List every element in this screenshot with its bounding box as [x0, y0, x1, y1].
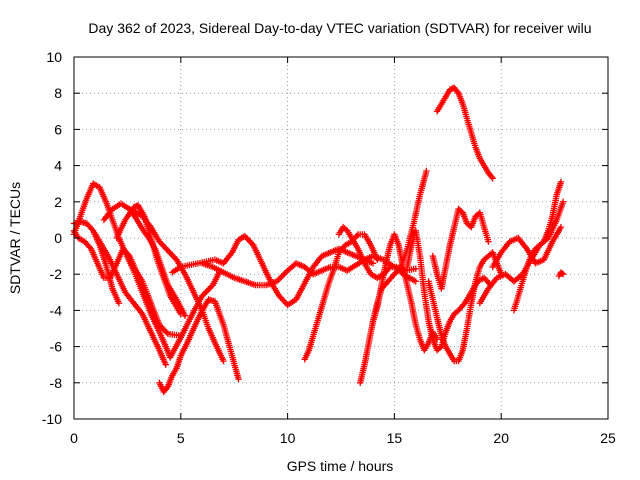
data-point — [162, 361, 169, 368]
data-point — [488, 173, 495, 181]
data-series-15 — [369, 231, 441, 354]
data-series-9 — [156, 296, 242, 396]
data-series-23 — [555, 269, 567, 280]
data-point — [369, 260, 377, 267]
data-point — [374, 256, 381, 263]
y-tick-label: -6 — [50, 339, 63, 355]
data-point — [558, 270, 566, 277]
y-tick-label: -10 — [42, 411, 62, 427]
chart-title: Day 362 of 2023, Sidereal Day-to-day VTE… — [88, 20, 591, 36]
y-tick-label: 10 — [46, 49, 62, 65]
data-point — [412, 278, 419, 285]
data-point — [177, 332, 184, 339]
y-tick-label: 4 — [54, 158, 62, 174]
data-point — [460, 301, 467, 308]
data-series-16 — [404, 227, 494, 354]
data-point — [243, 234, 250, 241]
axis-ticks — [73, 56, 609, 420]
data-point — [489, 175, 496, 182]
y-tick-labels: -10 -8 -6 -4 -2 0 2 4 6 8 10 — [42, 49, 62, 427]
x-tick-labels: 0 5 10 15 20 25 — [70, 430, 616, 446]
data-point — [412, 265, 419, 272]
data-point — [557, 223, 565, 231]
data-point — [235, 376, 242, 383]
data-point — [485, 238, 492, 245]
data-point — [385, 265, 392, 272]
data-point — [423, 167, 430, 175]
data-point — [559, 271, 567, 278]
data-point — [353, 232, 360, 239]
y-tick-label: 8 — [54, 85, 62, 101]
data-series-18 — [433, 84, 496, 182]
data-point — [559, 198, 567, 205]
x-tick-label: 5 — [177, 430, 185, 446]
data-point — [436, 344, 444, 351]
y-tick-label: -2 — [50, 266, 63, 282]
data-point — [115, 300, 123, 307]
data-series-5 — [70, 227, 184, 339]
data-point — [177, 310, 184, 318]
data-series-7 — [113, 202, 184, 318]
data-series-22 — [510, 178, 565, 314]
data-series-21 — [489, 223, 565, 271]
x-tick-label: 25 — [600, 430, 616, 446]
x-tick-label: 15 — [387, 430, 403, 446]
data-series-19 — [429, 205, 492, 292]
y-axis-label: SDTVAR / TECUs — [7, 182, 23, 294]
y-tick-label: 0 — [54, 230, 62, 246]
y-tick-label: 2 — [54, 194, 62, 210]
y-tick-label: -8 — [50, 375, 63, 391]
x-tick-label: 20 — [493, 430, 509, 446]
data-point — [220, 357, 227, 365]
x-tick-label: 10 — [280, 430, 296, 446]
data-point — [557, 178, 565, 186]
data-series-layer — [70, 84, 567, 396]
data-series-17 — [425, 249, 505, 365]
x-axis-label: GPS time / hours — [287, 458, 394, 474]
y-tick-label: 6 — [54, 121, 62, 137]
grid-lines — [74, 57, 608, 419]
data-series-13 — [357, 167, 430, 386]
data-point — [181, 312, 189, 319]
y-tick-label: -4 — [50, 302, 63, 318]
x-tick-label: 0 — [70, 430, 78, 446]
